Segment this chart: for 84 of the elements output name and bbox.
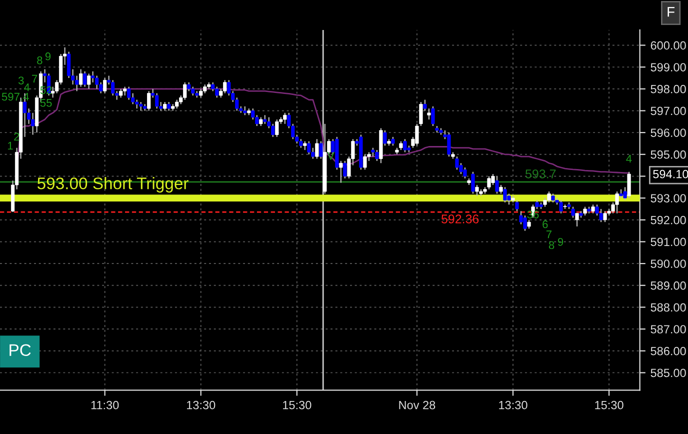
annotation: 7 <box>32 74 38 83</box>
annotation: 8 <box>37 56 42 64</box>
y-tick-label: 593.00 <box>650 194 686 202</box>
candlestick <box>603 210 607 223</box>
candlestick <box>383 130 387 146</box>
y-tick-label: 588.00 <box>650 303 686 312</box>
x-tick-label: 13:30 <box>187 400 216 410</box>
x-tick-label: 15:30 <box>283 400 312 410</box>
candlestick <box>147 90 151 112</box>
candlestick <box>463 166 467 179</box>
y-tick-label: 599.00 <box>650 63 686 72</box>
y-tick-label: 597.00 <box>650 106 686 116</box>
candlestick <box>427 108 431 120</box>
annotation: 6 <box>542 220 548 228</box>
candlestick <box>103 77 107 94</box>
candlestick <box>307 140 311 155</box>
y-tick-label: 587.00 <box>650 325 686 334</box>
candlestick <box>215 86 219 98</box>
y-tick-label: 595.00 <box>650 150 686 159</box>
candlestick <box>487 176 491 190</box>
candlestick <box>315 138 319 160</box>
annotation: 8 <box>548 241 554 250</box>
candlestick <box>503 186 507 203</box>
annotation: 1 <box>8 142 13 150</box>
annotation: 9 <box>45 52 51 60</box>
candlestick <box>547 190 551 203</box>
candlestick <box>375 149 379 162</box>
candlestick <box>571 206 575 218</box>
candlestick <box>363 154 367 170</box>
annotation: PC <box>10 344 31 356</box>
annotation: 3 <box>18 76 24 84</box>
annotation: 7 <box>546 230 552 238</box>
y-tick-label: 585.00 <box>650 368 686 378</box>
y-tick-label: 589.00 <box>650 281 686 290</box>
y-tick-label: 591.00 <box>650 238 686 246</box>
candlestick <box>275 118 279 138</box>
candlestick <box>79 68 83 88</box>
candlestick <box>223 80 227 94</box>
candlestick <box>515 200 519 212</box>
annotation: 52 <box>40 86 52 94</box>
candlestick <box>343 160 347 179</box>
candlestick <box>339 160 343 184</box>
candlestick <box>51 86 55 98</box>
y-tick-label: 590.00 <box>650 260 686 268</box>
y-tick-label: 598.00 <box>650 84 686 94</box>
candlestick <box>475 184 479 196</box>
x-tick-label: 15:30 <box>595 400 624 410</box>
y-tick-label: 600.00 <box>650 41 686 50</box>
candlestick <box>155 92 159 110</box>
candlestick <box>87 73 91 90</box>
y-tick-label: 586.00 <box>650 346 686 356</box>
candlestick <box>283 112 287 124</box>
candlestick <box>495 176 499 194</box>
annotation: 4 <box>24 84 30 92</box>
annotation: 9 <box>558 238 564 246</box>
x-tick-label: 13:30 <box>499 400 528 410</box>
candlestick <box>507 193 511 206</box>
candlestick <box>431 106 435 127</box>
ref-line-label: 592.36 <box>441 214 479 224</box>
candlestick <box>127 86 131 100</box>
y-tick-label: 592.00 <box>650 216 686 224</box>
candlestick <box>455 156 459 170</box>
candlestick <box>599 208 603 223</box>
candlestick <box>471 171 475 194</box>
ref-line-label: 593.00 Short Trigger <box>37 177 188 193</box>
text: F <box>668 7 674 17</box>
candlestick <box>31 112 35 136</box>
text: 594.10 <box>653 170 688 178</box>
candlestick <box>183 82 187 100</box>
candlestick <box>615 190 619 214</box>
x-tick-label: 11:30 <box>91 400 119 410</box>
candlestick <box>111 80 115 96</box>
candlestick <box>95 75 99 90</box>
ref-line-label: 593.7 <box>525 169 556 178</box>
candlestick <box>447 132 451 158</box>
annotation: 55 <box>40 99 52 107</box>
candlestick <box>559 200 563 214</box>
annotation: 4 <box>626 154 632 162</box>
candlestick <box>83 70 87 88</box>
candlestick <box>627 171 631 199</box>
candlestick <box>403 138 407 153</box>
candlestick <box>523 214 527 232</box>
x-tick-label: Nov 28 <box>399 400 436 410</box>
y-tick-label: 596.00 <box>650 128 686 137</box>
